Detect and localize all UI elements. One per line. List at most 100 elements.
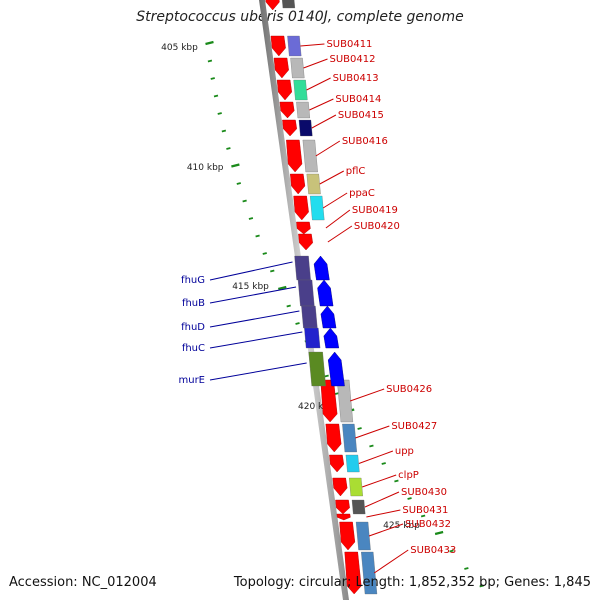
scale-minor-tick	[236, 182, 242, 185]
forward-gene-label-leader	[322, 192, 348, 209]
reverse-gene-label-leader	[209, 261, 293, 281]
forward-gene-label: ppaC	[349, 188, 375, 199]
reverse-gene-arrow	[313, 255, 330, 281]
reverse-gene-label: fhuB	[182, 298, 205, 309]
scale-major-tick	[231, 163, 240, 168]
cog-color-box	[294, 255, 311, 281]
scale-minor-tick	[357, 427, 362, 430]
cog-color-box	[345, 454, 360, 473]
forward-gene-label-leader	[303, 58, 328, 69]
forward-gene-label-leader	[355, 425, 390, 439]
accession-label: Accession: NC_012004	[9, 575, 157, 590]
gene-track	[265, 0, 378, 595]
forward-gene-arrow	[339, 521, 356, 551]
forward-gene-label: SUB0415	[338, 110, 384, 121]
reverse-gene-arrow	[320, 305, 337, 329]
scale-minor-tick	[242, 199, 247, 203]
reverse-gene-label-leader	[209, 286, 297, 304]
reverse-gene-label: murE	[178, 375, 205, 386]
reverse-gene-label: fhuG	[181, 275, 205, 286]
cog-color-box-partial	[282, 0, 296, 9]
scale-minor-tick	[295, 322, 300, 325]
scale-minor-tick	[381, 462, 386, 465]
scale-label: 405 kbp	[161, 43, 198, 53]
scale-ticks: 405 kbp 410 kbp 415 kbp 420 kbp 425 kbp	[161, 40, 484, 588]
reverse-gene-label-leader	[209, 362, 307, 381]
cog-color-box	[290, 57, 305, 79]
scale-label: 425 kbp	[383, 521, 420, 531]
forward-gene-arrow	[273, 57, 289, 79]
forward-gene-label-leader	[373, 549, 409, 574]
forward-gene-arrow	[325, 423, 342, 453]
scale-minor-tick	[248, 217, 254, 220]
reverse-gene-arrow	[317, 279, 334, 307]
forward-gene-arrow	[279, 101, 295, 119]
forward-gene-arrow	[286, 139, 303, 173]
scale-minor-tick	[213, 94, 219, 98]
cog-color-box	[293, 79, 308, 101]
cog-color-box	[302, 139, 318, 173]
forward-gene-arrow	[282, 119, 297, 137]
forward-gene-label-leader	[300, 43, 325, 47]
forward-gene-arrow	[336, 513, 351, 521]
forward-gene-label-leader	[327, 225, 353, 243]
scale-major-tick	[278, 285, 287, 291]
forward-gene-label: SUB0427	[391, 421, 437, 432]
cog-color-box	[309, 195, 325, 221]
scale-major-tick	[434, 530, 444, 536]
forward-gene-label: SUB0431	[402, 505, 448, 516]
forward-gene-label: SUB0420	[354, 221, 400, 232]
forward-gene-label-leader	[311, 114, 337, 129]
cog-color-box	[296, 101, 311, 119]
scale-minor-tick	[369, 444, 374, 448]
forward-gene-label-leader	[309, 98, 334, 111]
forward-gene-label-leader	[364, 491, 400, 508]
forward-gene-arrow	[332, 477, 348, 497]
forward-gene-label-leader	[368, 523, 404, 537]
reverse-gene-label: fhuC	[182, 343, 205, 354]
scale-minor-tick	[464, 567, 469, 570]
forward-gene-label-leader	[366, 509, 401, 518]
scale-label: 415 kbp	[232, 282, 269, 292]
scale-minor-tick	[407, 497, 412, 500]
cog-color-box	[355, 521, 371, 551]
scale-minor-tick	[226, 147, 231, 150]
scale-minor-tick	[221, 129, 227, 133]
scale-minor-tick	[324, 374, 329, 378]
cog-color-box	[306, 173, 321, 195]
forward-gene-label: upp	[395, 446, 414, 457]
forward-gene-label-leader	[358, 450, 394, 464]
reverse-gene-label: fhuD	[181, 322, 205, 333]
forward-gene-label: SUB0411	[326, 39, 372, 50]
forward-gene-label: pflC	[346, 166, 366, 177]
forward-gene-arrow	[293, 195, 309, 221]
forward-gene-label: SUB0412	[330, 54, 376, 65]
scale-minor-tick	[210, 77, 215, 80]
genome-summary: Topology: circular; Length: 1,852,352 bp…	[233, 575, 591, 590]
scale-minor-tick	[394, 479, 399, 483]
reverse-gene-label-leader	[209, 310, 300, 328]
forward-gene-arrow-partial	[265, 0, 280, 11]
cog-color-box	[298, 119, 313, 137]
forward-gene-label-leader	[325, 209, 351, 229]
forward-gene-label: SUB0414	[335, 94, 381, 105]
cog-color-box	[336, 379, 354, 423]
scale-minor-tick	[449, 549, 454, 553]
cog-color-box	[349, 477, 363, 497]
scale-minor-tick	[420, 514, 426, 518]
forward-gene-arrow	[344, 551, 362, 595]
scale-major-tick	[205, 40, 214, 46]
cog-color-box	[301, 305, 318, 329]
forward-gene-label-leader	[362, 474, 397, 488]
forward-gene-label: SUB0426	[386, 384, 432, 395]
reverse-gene-arrow	[327, 351, 345, 387]
cog-color-box	[361, 551, 378, 595]
reverse-gene-arrow	[323, 327, 340, 349]
forward-gene-arrow	[335, 499, 350, 515]
cog-color-box	[342, 423, 358, 453]
forward-gene-label: clpP	[398, 470, 419, 481]
scale-minor-tick	[217, 112, 222, 115]
scale-minor-tick	[286, 304, 291, 308]
forward-gene-arrow	[290, 173, 306, 195]
forward-gene-label: SUB0416	[342, 136, 388, 147]
